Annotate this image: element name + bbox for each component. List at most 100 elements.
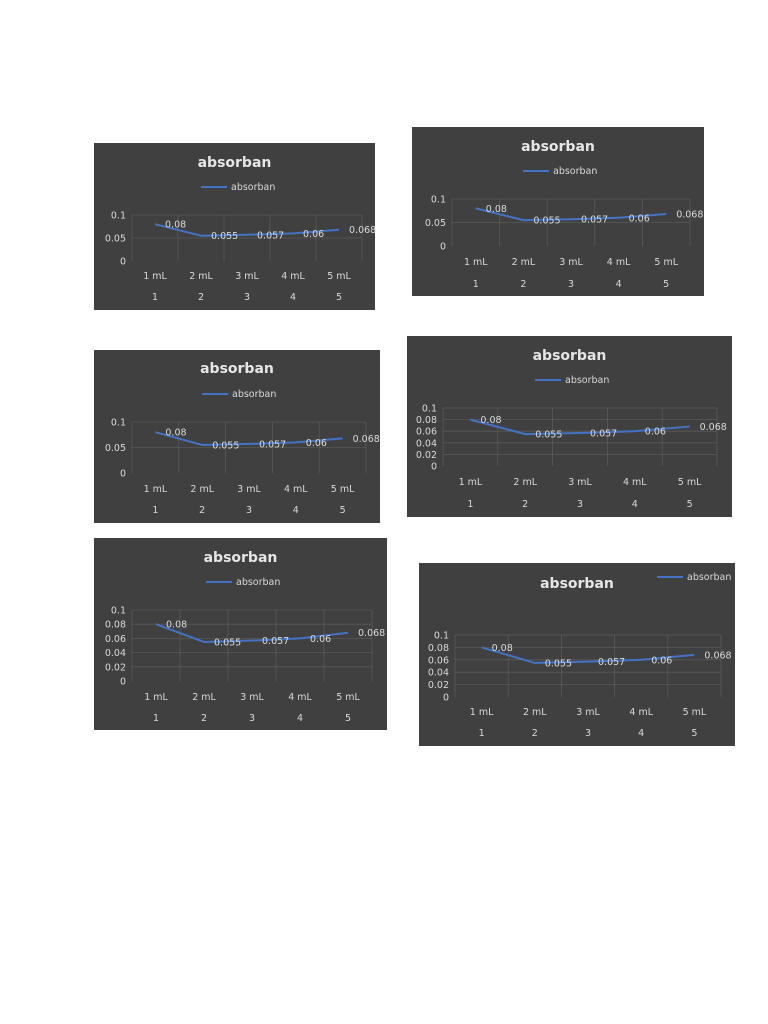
x-index-label: 3 (249, 713, 255, 724)
x-tick-label: 1 mL (144, 484, 168, 495)
x-tick-label: 1 mL (470, 707, 494, 718)
x-tick-label: 5 mL (683, 707, 707, 718)
x-tick-label: 1 mL (143, 271, 167, 282)
x-index-label: 4 (632, 499, 638, 510)
x-index-label: 2 (201, 713, 207, 724)
x-index-label: 1 (152, 505, 158, 516)
data-label: 0.06 (629, 213, 650, 224)
y-tick-label: 0.1 (111, 211, 126, 222)
x-index-label: 3 (246, 505, 252, 516)
chart-title: absorban (198, 155, 272, 171)
series-line (155, 431, 343, 446)
data-label: 0.06 (645, 427, 666, 438)
y-tick-label: 0.05 (425, 218, 446, 229)
x-tick-label: 2 mL (512, 257, 536, 268)
x-index-label: 2 (522, 499, 528, 510)
x-index-label: 4 (293, 505, 299, 516)
x-index-label: 1 (153, 713, 159, 724)
x-tick-label: 4 mL (629, 707, 653, 718)
y-tick-label: 0.02 (105, 662, 126, 673)
data-label: 0.055 (214, 637, 241, 648)
x-index-label: 3 (577, 499, 583, 510)
x-index-label: 2 (199, 505, 205, 516)
x-tick-label: 2 mL (192, 692, 216, 703)
x-index-label: 3 (244, 292, 250, 303)
x-tick-label: 5 mL (331, 484, 355, 495)
x-index-label: 3 (568, 279, 574, 290)
data-label: 0.068 (700, 422, 727, 433)
data-label: 0.08 (166, 620, 187, 631)
x-tick-label: 1 mL (459, 477, 483, 488)
chart-panel-5: absorban absorban 0 0.02 0.04 0.06 0.08 0.1 0.08… (94, 538, 387, 730)
x-tick-label: 4 mL (288, 692, 312, 703)
x-tick-label: 2 mL (190, 484, 214, 495)
x-index-label: 1 (473, 279, 479, 290)
data-label: 0.068 (358, 628, 385, 639)
x-index-label: 2 (520, 279, 526, 290)
x-tick-label: 1 mL (144, 692, 168, 703)
chart-panel-2: absorban absorban 0 0.05 0.1 0.08 1 mL 1 0.055 2 … (412, 127, 704, 296)
y-tick-label: 0 (443, 693, 449, 704)
data-label: 0.057 (581, 215, 608, 226)
x-tick-label: 3 mL (235, 271, 259, 282)
x-tick-label: 4 mL (284, 484, 308, 495)
y-tick-label: 0.05 (105, 234, 126, 245)
y-tick-label: 0.02 (428, 680, 449, 691)
y-tick-label: 0.04 (416, 438, 437, 449)
data-label: 0.055 (533, 216, 560, 227)
y-tick-label: 0.1 (111, 606, 126, 617)
legend: absorban (657, 572, 731, 583)
chart-panel-3: absorban absorban 0 0.05 0.1 0.08 1 mL 1 0.055 2 … (94, 350, 380, 523)
x-tick-label: 4 mL (281, 271, 305, 282)
y-tick-label: 0.08 (105, 620, 126, 631)
line-chart-svg: absorban absorban 0 0.05 0.1 0.08 1 mL 1 0.055 2 … (425, 139, 704, 290)
chart-panel-1: absorban absorban 0 0.05 0.1 0.08 1 mL 1 0.055 2 … (94, 143, 376, 310)
data-label: 0.06 (651, 655, 672, 666)
data-label: 0.057 (262, 636, 289, 647)
y-tick-label: 0 (120, 257, 126, 268)
x-index-label: 5 (340, 505, 346, 516)
x-index-label: 5 (691, 728, 697, 739)
data-label: 0.08 (486, 204, 507, 215)
x-index-label: 2 (198, 292, 204, 303)
data-label: 0.06 (310, 634, 331, 645)
y-tick-label: 0.05 (105, 443, 126, 454)
x-index-label: 1 (467, 499, 473, 510)
data-label: 0.055 (535, 430, 562, 441)
series-line (154, 223, 340, 237)
legend: absorban (206, 577, 280, 588)
y-tick-label: 0 (120, 469, 126, 480)
data-label: 0.057 (590, 428, 617, 439)
data-label: 0.057 (259, 439, 286, 450)
x-tick-label: 2 mL (513, 477, 537, 488)
y-tick-label: 0.1 (431, 195, 446, 206)
line-chart-svg: absorban absorban 0 0.05 0.1 0.08 1 mL 1 0.055 2 … (105, 361, 380, 516)
data-label: 0.057 (598, 657, 625, 668)
x-tick-label: 3 mL (576, 707, 600, 718)
data-label: 0.08 (165, 220, 186, 231)
x-index-label: 4 (297, 713, 303, 724)
chart-panel-4: absorban absorban 0 0.02 0.04 0.06 0.08 0.1 0.08… (407, 336, 732, 517)
data-label: 0.068 (353, 434, 380, 445)
x-tick-label: 3 mL (237, 484, 261, 495)
x-index-label: 3 (585, 728, 591, 739)
x-tick-label: 5 mL (327, 271, 351, 282)
x-tick-label: 5 mL (654, 257, 678, 268)
data-label: 0.08 (492, 643, 513, 654)
series-line (155, 623, 349, 643)
x-tick-label: 3 mL (568, 477, 592, 488)
y-tick-label: 0.04 (105, 648, 126, 659)
x-tick-label: 3 mL (240, 692, 264, 703)
x-index-label: 5 (336, 292, 342, 303)
x-index-label: 5 (687, 499, 693, 510)
y-tick-label: 0.1 (422, 404, 437, 415)
line-chart-svg: absorbanabsorban00.020.040.060.080.10.08… (416, 348, 727, 510)
data-label: 0.055 (545, 658, 572, 669)
y-tick-label: 0.02 (416, 450, 437, 461)
x-tick-label: 2 mL (189, 271, 213, 282)
chart-title: absorban (200, 361, 274, 377)
legend: absorban (201, 182, 275, 193)
series-line (470, 418, 690, 436)
data-label: 0.08 (165, 428, 186, 439)
y-tick-label: 0.1 (111, 418, 126, 429)
